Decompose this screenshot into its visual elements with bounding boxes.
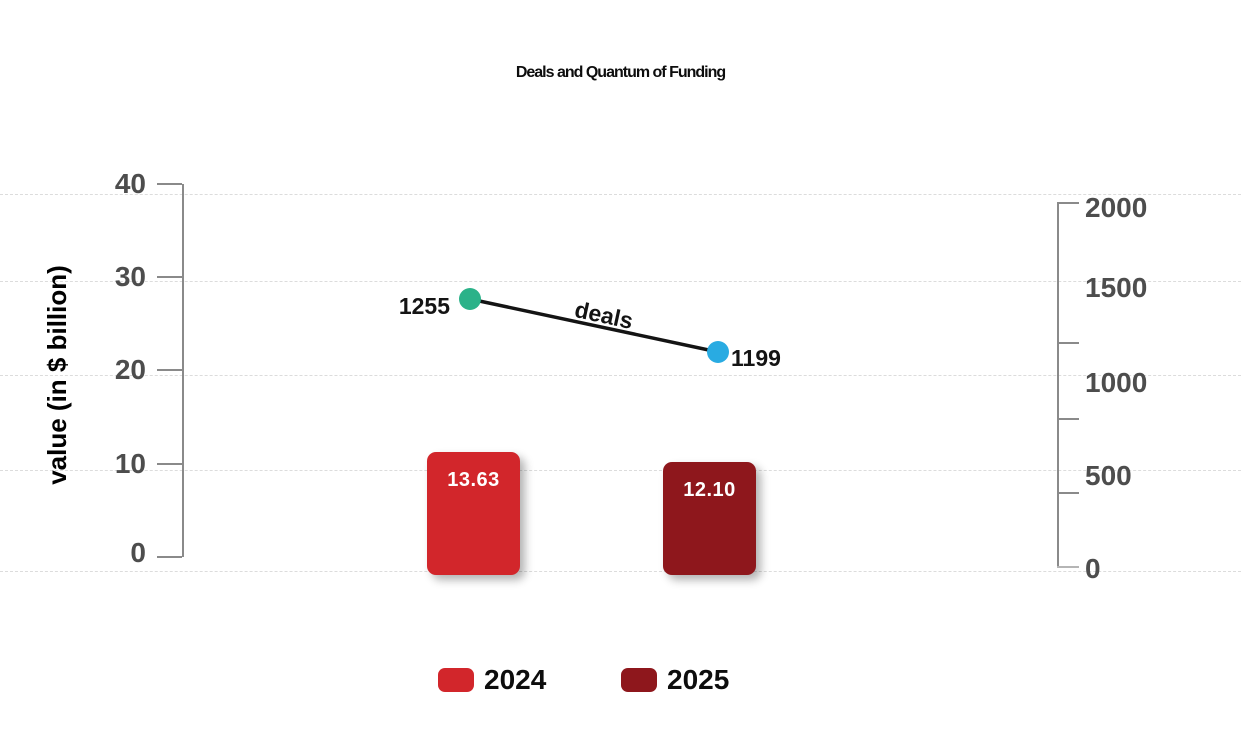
legend-swatch-2024 [438, 668, 474, 692]
left-axis-tick [157, 183, 182, 185]
bar-2024-value-label: 13.63 [447, 469, 500, 491]
left-axis-tick-label: 20 [114, 354, 146, 385]
right-axis-tick [1057, 202, 1079, 204]
bar-2024: 13.63 [427, 452, 520, 575]
gridline [0, 194, 1241, 195]
right-axis-line [1057, 203, 1059, 568]
right-axis-tick-label: 500 [1085, 460, 1132, 491]
right-axis-tick-label: 1500 [1085, 272, 1148, 303]
right-axis-tick [1057, 342, 1079, 344]
left-axis-tick [157, 276, 182, 278]
chart-title: Deals and Quantum of Funding [515, 64, 726, 81]
left-axis-tick [157, 556, 182, 558]
deals-line [469, 297, 719, 354]
bar-2025: 12.10 [663, 462, 756, 575]
right-axis-tick [1057, 492, 1079, 494]
left-axis-line [182, 184, 184, 557]
deals-point-2025-label: 1199 [731, 345, 781, 371]
deals-point-2024 [459, 288, 481, 310]
left-axis-tick-label: 30 [114, 261, 146, 292]
deals-point-2025 [707, 341, 729, 363]
gridline [0, 281, 1241, 282]
gridline [0, 470, 1241, 471]
left-axis-tick-label: 0 [130, 537, 146, 568]
right-axis-tick-label: 0 [1085, 553, 1101, 584]
legend-swatch-2025 [621, 668, 657, 692]
gridline [0, 571, 1241, 572]
left-axis-tick-label: 10 [114, 448, 146, 479]
left-axis-tick [157, 463, 182, 465]
right-axis-tick-label: 1000 [1085, 367, 1148, 398]
right-axis-tick [1057, 566, 1079, 568]
left-axis-tick [157, 369, 182, 371]
legend-label-2025: 2025 [667, 664, 730, 695]
gridline [0, 375, 1241, 376]
right-axis-tick [1057, 418, 1079, 420]
right-axis-tick-label: 2000 [1085, 192, 1148, 223]
deals-point-2024-label: 1255 [398, 293, 450, 319]
legend-label-2024: 2024 [484, 664, 547, 695]
bar-2025-value-label: 12.10 [683, 479, 736, 501]
left-axis-tick-label: 40 [114, 168, 146, 199]
